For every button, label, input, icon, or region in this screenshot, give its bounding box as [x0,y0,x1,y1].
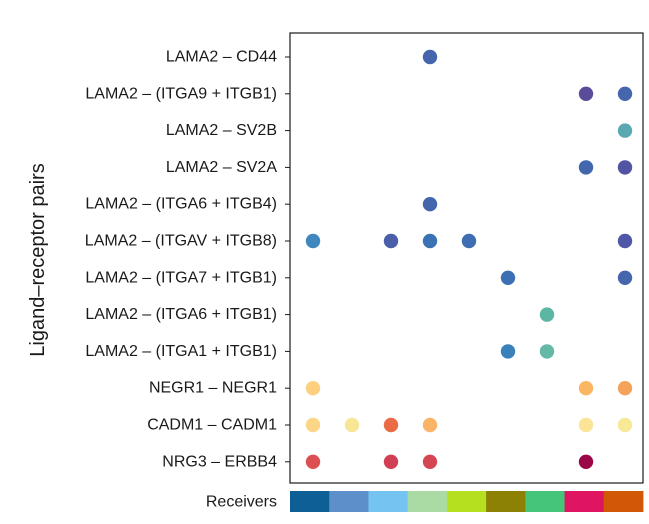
y-tick-label: NEGR1 – NEGR1 [149,380,277,397]
data-point [461,233,477,249]
data-point [539,344,555,359]
data-point [617,160,633,175]
plot-frame [289,32,644,484]
receiver-swatch [290,491,330,512]
data-point [422,233,438,249]
receivers-label: Receivers [206,494,277,511]
receiver-color-strip [290,491,644,512]
receiver-swatch [564,491,605,512]
data-point [383,233,399,249]
data-point [305,233,321,249]
data-point [578,454,594,469]
y-ticks [285,56,290,463]
y-tick-label: LAMA2 – (ITGA6 + ITGB1) [85,306,277,323]
data-point [617,86,633,102]
y-tick-label: LAMA2 – (ITGA9 + ITGB1) [85,85,277,102]
y-tick-label: LAMA2 – (ITGA7 + ITGB1) [85,269,277,286]
receiver-swatch [329,491,369,512]
data-point [344,417,360,433]
receiver-swatch [525,491,565,512]
data-point [422,454,438,469]
data-point [500,270,516,285]
y-tick-label: CADM1 – CADM1 [147,417,277,434]
data-point [500,344,516,359]
data-point [422,197,438,212]
receiver-swatch [603,491,644,512]
data-point [578,381,594,396]
data-point [422,417,438,433]
y-tick-label: LAMA2 – (ITGA6 + ITGB4) [85,196,277,213]
data-point [617,381,633,396]
data-point [383,454,399,469]
y-tick-labels: LAMA2 – CD44 LAMA2 – (ITGA9 + ITGB1) LAMA2… [85,49,278,471]
y-tick-label: LAMA2 – (ITGAV + ITGB8) [85,233,277,250]
data-point [578,86,594,102]
receiver-swatch [368,491,409,512]
data-points [305,49,633,469]
y-tick-label: LAMA2 – CD44 [166,49,277,66]
data-point [617,123,633,138]
data-point [422,49,438,65]
data-point [617,270,633,285]
y-tick-label: LAMA2 – SV2B [166,122,277,139]
receiver-swatch [486,491,526,512]
data-point [305,417,321,433]
data-point [578,417,594,433]
y-tick-label: LAMA2 – (ITGA1 + ITGB1) [85,343,277,360]
data-point [305,454,321,469]
receiver-swatch [446,491,487,512]
data-point [305,381,321,396]
data-point [539,307,555,322]
data-point [617,233,633,249]
data-point [578,160,594,175]
y-axis-title: Ligand–receptor pairs [27,163,49,356]
receiver-swatch [407,491,448,512]
y-tick-label: NRG3 – ERBB4 [162,453,277,470]
y-tick-label: LAMA2 – SV2A [166,159,278,176]
data-point [617,417,633,433]
data-point [383,417,399,433]
